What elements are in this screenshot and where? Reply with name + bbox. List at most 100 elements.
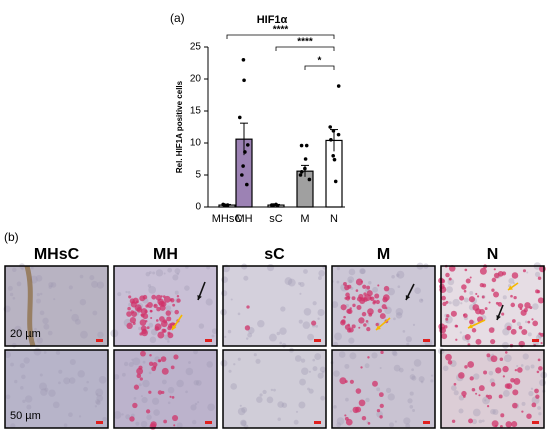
pink-stain: [461, 390, 467, 397]
tissue-texture: [458, 408, 464, 414]
arrow-head: [172, 325, 177, 330]
data-point: [243, 150, 247, 154]
tissue-texture: [460, 302, 463, 305]
pink-stain: [511, 272, 519, 279]
pink-stain: [172, 303, 176, 307]
tissue-texture: [47, 330, 53, 336]
tissue-texture: [446, 286, 453, 293]
micrograph-border: [4, 265, 109, 347]
tissue-texture: [79, 274, 84, 279]
pink-stain: [366, 326, 371, 332]
tissue-texture: [53, 298, 56, 301]
pink-stain: [482, 283, 487, 288]
scale-label: 50 µm: [10, 410, 41, 422]
data-point: [240, 173, 244, 177]
tissue-texture: [294, 355, 302, 362]
tissue-texture: [319, 366, 326, 373]
tissue-texture: [185, 367, 194, 376]
pink-stain: [378, 392, 384, 398]
pink-stain: [128, 295, 132, 299]
tissue-texture: [481, 419, 485, 423]
tissue-texture: [240, 419, 247, 427]
tissue-texture: [135, 421, 140, 426]
tissue-texture: [83, 386, 88, 392]
tissue-texture: [388, 422, 395, 428]
pink-stain: [490, 382, 496, 387]
pink-stain: [465, 278, 471, 284]
pink-stain: [339, 377, 347, 385]
data-point: [331, 154, 335, 158]
pink-stain: [441, 333, 448, 340]
pink-stain: [535, 289, 540, 294]
pink-stain: [365, 319, 369, 323]
pink-stain: [531, 402, 537, 408]
y-tick-label: 10: [190, 138, 202, 149]
tissue-texture: [444, 315, 453, 324]
tissue-texture: [138, 326, 142, 331]
pink-stain: [481, 295, 485, 299]
tissue-texture: [532, 303, 539, 310]
data-point: [299, 170, 304, 174]
tissue-texture: [94, 405, 98, 408]
pink-stain: [362, 284, 367, 289]
tissue-texture: [301, 367, 309, 375]
tissue-texture: [172, 274, 179, 281]
tissue-texture: [48, 285, 52, 289]
tissue-texture: [396, 273, 400, 277]
tissue-texture: [368, 281, 372, 285]
tissue-texture: [336, 266, 341, 271]
tissue-texture: [91, 280, 99, 288]
micrograph-border: [440, 265, 545, 347]
tissue-texture: [430, 379, 434, 383]
tissue-texture: [312, 301, 317, 306]
pink-stain: [244, 325, 251, 331]
tissue-texture: [63, 377, 71, 385]
tissue-texture: [44, 387, 49, 392]
arrow-head: [197, 295, 202, 300]
tissue-texture: [255, 358, 261, 364]
tissue-texture: [395, 312, 403, 319]
pink-stain: [149, 353, 152, 357]
pink-stain: [377, 308, 383, 314]
tissue-texture: [174, 268, 181, 274]
tissue-texture: [472, 408, 481, 417]
tissue-texture: [176, 422, 183, 429]
pink-stain: [170, 365, 175, 370]
micrograph: [223, 350, 326, 428]
column-header: MH: [153, 246, 178, 263]
tissue-texture: [71, 313, 80, 322]
tissue-texture: [184, 285, 190, 291]
tissue-texture: [317, 317, 320, 320]
tissue-texture: [98, 375, 107, 384]
tissue-texture: [247, 332, 253, 338]
tissue-texture: [268, 333, 277, 342]
tissue-texture: [445, 319, 449, 324]
data-point: [222, 203, 227, 207]
pink-stain: [504, 351, 508, 354]
pink-stain: [476, 295, 480, 298]
pink-stain: [361, 311, 367, 317]
tissue-texture: [411, 368, 414, 372]
tissue-texture: [19, 363, 25, 369]
tissue-texture: [121, 372, 126, 377]
pink-stain: [502, 365, 509, 373]
pink-stain: [510, 302, 516, 308]
tissue-texture: [277, 401, 284, 408]
pink-stain: [355, 278, 363, 286]
tissue-texture: [360, 268, 366, 275]
pink-stain: [139, 319, 147, 326]
pink-stain: [174, 309, 179, 315]
pink-stain: [505, 421, 512, 428]
pink-stain: [140, 350, 146, 357]
pink-stain: [169, 298, 173, 302]
pink-stain: [358, 317, 365, 324]
pink-stain: [162, 328, 167, 333]
tissue-texture: [276, 331, 281, 336]
tissue-texture: [402, 329, 406, 333]
tissue-texture: [121, 413, 124, 416]
tissue-texture: [127, 290, 131, 294]
data-point: [241, 164, 245, 168]
data-point: [241, 58, 246, 62]
pink-stain: [173, 424, 176, 427]
